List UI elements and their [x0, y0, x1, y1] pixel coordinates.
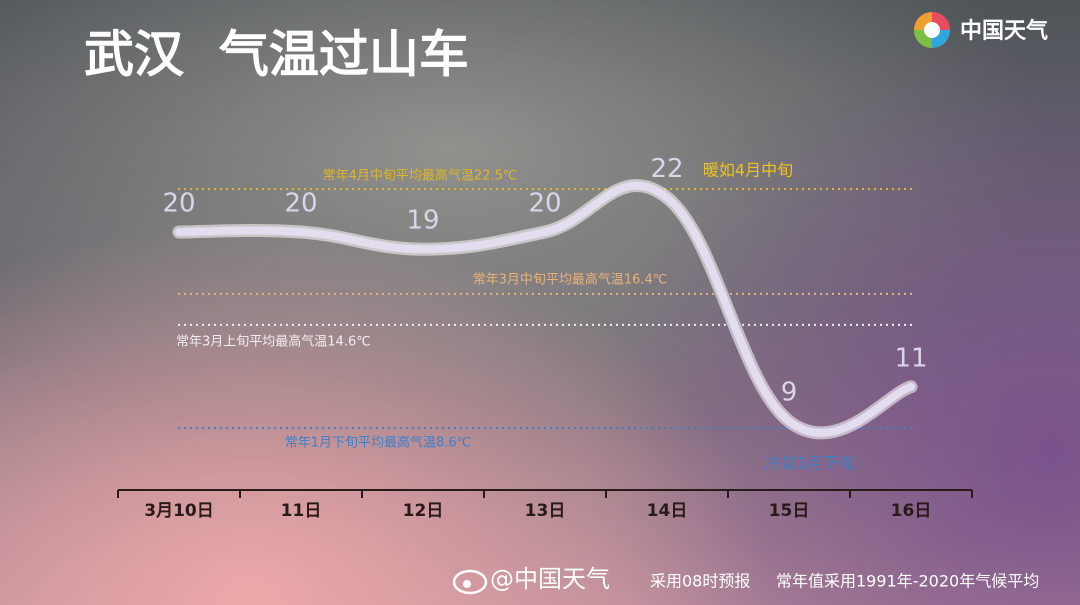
logo-text: 中国天气 [960, 18, 1048, 44]
line-glow [172, 179, 918, 440]
logo-icon [914, 12, 950, 48]
value-label: 22 [650, 154, 683, 184]
annotation: 暖如4月中旬 [703, 161, 793, 180]
footer-note: 常年值采用1991年-2020年气候平均 [776, 572, 1039, 591]
x-tick-label: 11日 [281, 501, 322, 521]
x-tick-label: 13日 [525, 501, 566, 521]
reference-label: 常年1月下旬平均最高气温8.6℃ [285, 435, 472, 451]
x-tick-label: 14日 [647, 501, 688, 521]
x-tick-label: 12日 [403, 501, 444, 521]
x-tick-label: 16日 [891, 501, 932, 521]
reference-label: 常年3月上旬平均最高气温14.6℃ [176, 333, 371, 349]
title: 武汉 气温过山车 [84, 26, 469, 84]
reference-label: 常年3月中旬平均最高气温16.4℃ [473, 271, 668, 287]
reference-label: 常年4月中旬平均最高气温22.5℃ [323, 168, 518, 184]
value-label: 11 [894, 343, 927, 373]
value-label: 20 [162, 189, 195, 219]
x-tick-label: 3月10日 [144, 501, 214, 521]
footer-note: 采用08时预报 [650, 572, 750, 591]
footer-source: @中国天气 [490, 565, 610, 593]
line [175, 181, 915, 437]
annotation: 冷如1月下旬 [765, 454, 855, 473]
value-label: 9 [781, 378, 798, 408]
value-label: 19 [406, 206, 439, 236]
value-label: 20 [528, 189, 561, 219]
x-tick-label: 15日 [769, 501, 810, 521]
value-label: 20 [284, 189, 317, 219]
weibo-icon [452, 569, 488, 595]
